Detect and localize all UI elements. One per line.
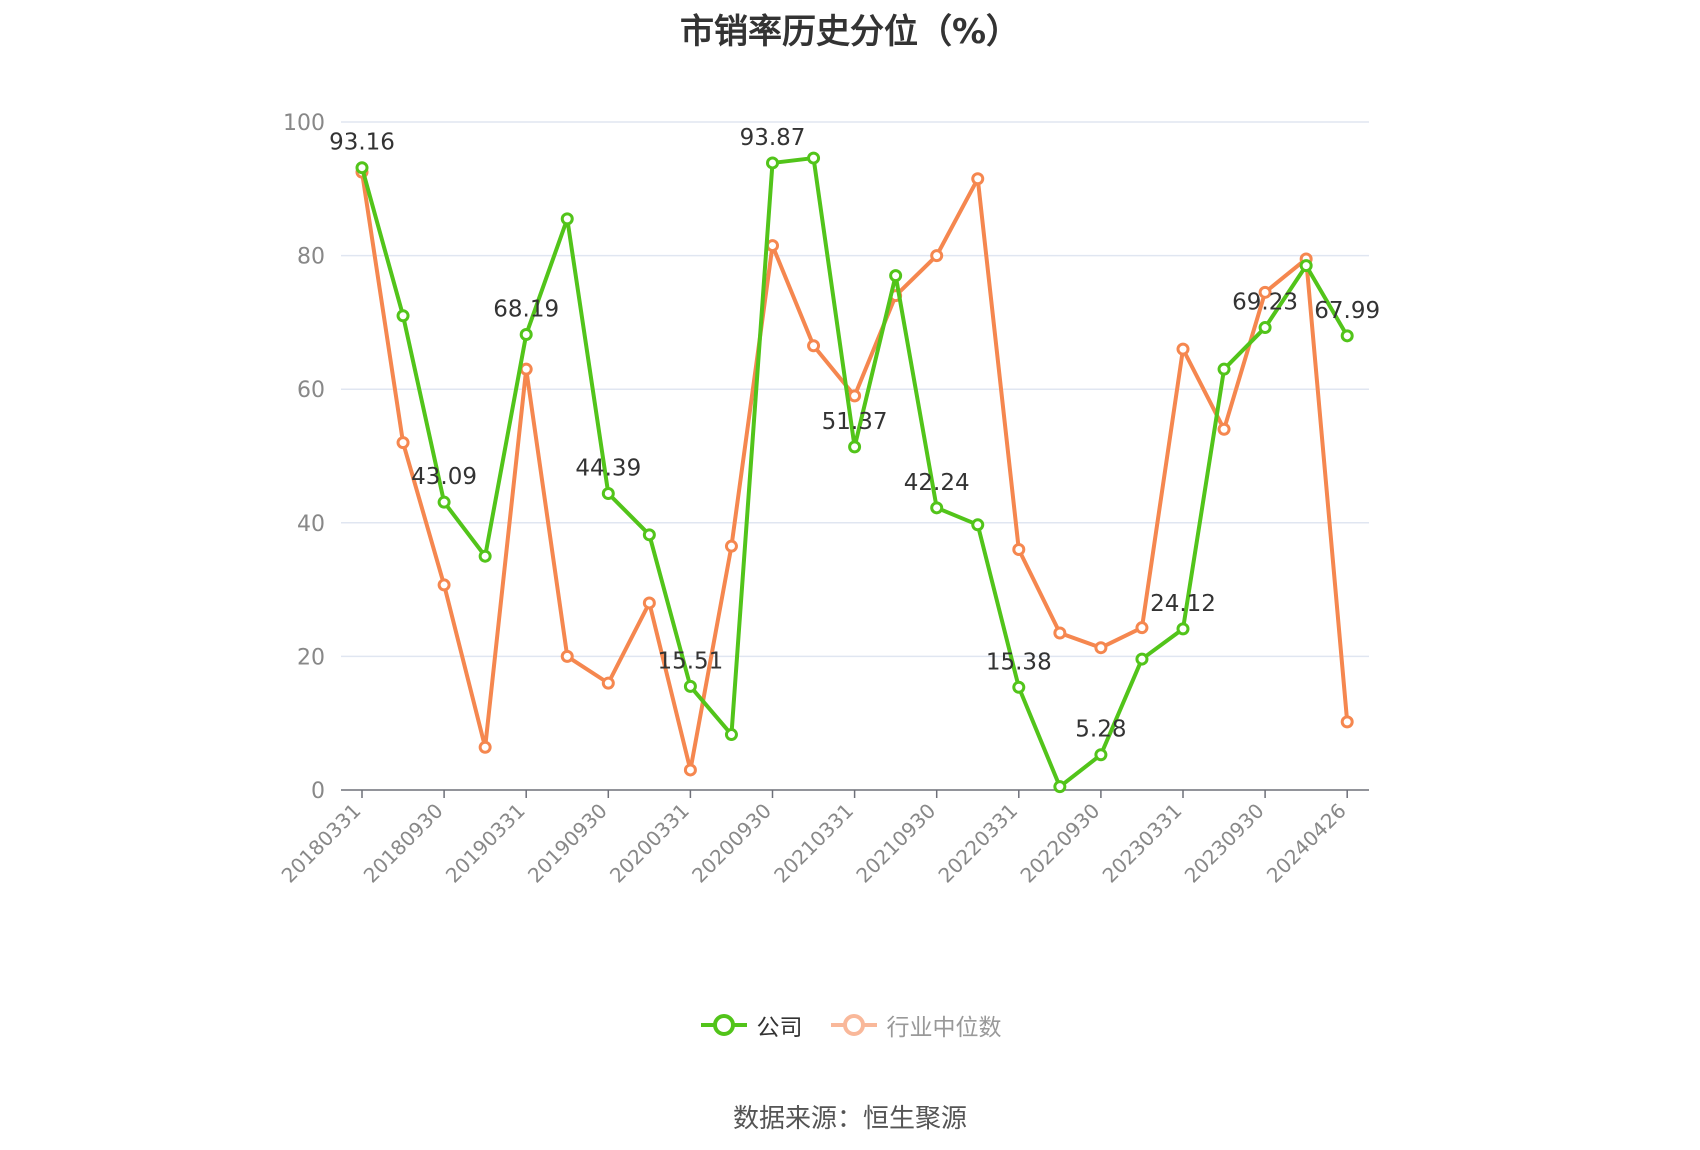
point-industry-median-20190930 bbox=[601, 676, 615, 690]
legend-label-company: 公司 bbox=[756, 1015, 803, 1041]
point-company-20181231 bbox=[478, 549, 492, 563]
point-company-20221231 bbox=[1135, 652, 1149, 666]
series-line-industry-median bbox=[360, 171, 1350, 772]
x-tick-label-20230930: 20230930 bbox=[1180, 799, 1269, 888]
legend-item-company[interactable]: 公司 bbox=[699, 1008, 803, 1042]
data-label-company-20220331: 15.38 bbox=[986, 649, 1052, 675]
point-industry-median-20190630 bbox=[560, 649, 574, 663]
data-label-company-20240426: 67.99 bbox=[1314, 298, 1380, 324]
point-industry-median-20200930 bbox=[766, 239, 779, 253]
series-lines bbox=[355, 151, 1354, 794]
y-tick-label-100: 100 bbox=[283, 111, 325, 136]
data-label-company-20210331: 51.37 bbox=[822, 409, 888, 435]
point-industry-median-20201231 bbox=[807, 339, 821, 353]
point-industry-median-20221231 bbox=[1135, 621, 1149, 635]
point-company-20180331 bbox=[355, 161, 369, 175]
data-labels: 93.16 43.09 68.19 44.39 15.51 93.87 51.37 42.24… bbox=[329, 125, 1380, 743]
data-label-company-20220930: 5.28 bbox=[1075, 717, 1126, 743]
point-industry-median-20200630 bbox=[724, 539, 738, 553]
data-label-company-20180930: 43.09 bbox=[411, 464, 477, 490]
point-company-20220630 bbox=[1053, 780, 1067, 794]
point-company-20210331 bbox=[848, 440, 862, 454]
point-company-20201231 bbox=[807, 151, 821, 165]
point-company-20200331 bbox=[683, 679, 697, 693]
y-tick-label-0: 0 bbox=[311, 779, 325, 804]
data-label-company-20230930: 69.23 bbox=[1232, 290, 1298, 316]
x-tick-label-20200930: 20200930 bbox=[687, 799, 776, 888]
y-tick-label-60: 60 bbox=[297, 378, 325, 403]
point-industry-median-20240426 bbox=[1340, 715, 1354, 729]
y-tick-label-20: 20 bbox=[297, 645, 325, 670]
x-tick-label-20180930: 20180930 bbox=[359, 799, 448, 888]
point-industry-median-20191231 bbox=[642, 596, 656, 610]
point-industry-median-20181231 bbox=[478, 740, 492, 754]
point-industry-median-20210930 bbox=[930, 249, 944, 263]
point-company-20230630 bbox=[1217, 362, 1231, 376]
data-label-company-20180331: 93.16 bbox=[329, 130, 395, 156]
point-company-20200630 bbox=[724, 728, 738, 742]
series-line-company bbox=[360, 156, 1349, 789]
point-industry-median-20190331 bbox=[519, 362, 533, 376]
point-company-20230331 bbox=[1176, 622, 1190, 636]
legend-item-industry-median[interactable]: 行业中位数 bbox=[829, 1008, 1002, 1042]
point-company-20180630 bbox=[396, 309, 410, 323]
point-industry-median-20210331 bbox=[848, 389, 862, 403]
legend: 公司 行业中位数 bbox=[0, 1008, 1700, 1042]
point-industry-median-20220930 bbox=[1094, 641, 1108, 655]
x-tick-label-20210930: 20210930 bbox=[851, 799, 940, 888]
point-industry-median-20200331 bbox=[683, 763, 697, 777]
legend-industry-median-icon bbox=[830, 1014, 877, 1036]
x-tick-label-20230331: 20230331 bbox=[1098, 799, 1187, 888]
point-company-20191231 bbox=[642, 528, 656, 542]
x-tick-label-20180331: 20180331 bbox=[277, 799, 366, 888]
data-source: 数据来源：恒生聚源 bbox=[732, 1104, 967, 1134]
point-industry-median-20211231 bbox=[971, 172, 985, 186]
point-industry-median-20230630 bbox=[1217, 422, 1231, 436]
point-company-20200930 bbox=[766, 156, 779, 170]
data-label-company-20230331: 24.12 bbox=[1150, 591, 1216, 617]
legend-label-industry-median: 行业中位数 bbox=[886, 1015, 1002, 1041]
point-company-20190930 bbox=[601, 486, 615, 500]
x-tick-label-20240426: 20240426 bbox=[1262, 799, 1351, 888]
data-label-company-20190930: 44.39 bbox=[575, 455, 641, 481]
point-company-20240426 bbox=[1340, 329, 1354, 343]
point-company-20231231 bbox=[1299, 259, 1313, 273]
grid-lines bbox=[341, 121, 1369, 658]
data-label-company-20200331: 15.51 bbox=[657, 648, 723, 674]
point-industry-median-20230331 bbox=[1176, 342, 1190, 356]
point-industry-median-20220331 bbox=[1012, 543, 1026, 557]
x-tick-label-20220930: 20220930 bbox=[1015, 799, 1104, 888]
point-company-20220930 bbox=[1094, 748, 1108, 762]
point-industry-median-20220630 bbox=[1053, 626, 1067, 640]
point-company-20180930 bbox=[437, 495, 451, 509]
x-tick-label-20190930: 20190930 bbox=[523, 799, 612, 888]
data-label-company-20210930: 42.24 bbox=[904, 470, 970, 496]
x-tick-label-20190331: 20190331 bbox=[441, 799, 530, 888]
point-industry-median-20230930 bbox=[1258, 285, 1272, 299]
x-tick-label-20210331: 20210331 bbox=[769, 799, 858, 888]
point-industry-median-20180930 bbox=[437, 578, 451, 592]
point-company-20210930 bbox=[930, 501, 944, 515]
point-company-20190630 bbox=[560, 212, 574, 226]
data-label-company-20200930: 93.87 bbox=[740, 125, 806, 151]
x-tick-label-20200331: 20200331 bbox=[605, 799, 694, 888]
point-company-20210630 bbox=[889, 269, 903, 283]
point-industry-median-20180630 bbox=[396, 436, 410, 450]
point-company-20211231 bbox=[971, 518, 985, 532]
point-company-20220331 bbox=[1012, 680, 1026, 694]
point-company-20190331 bbox=[519, 327, 533, 341]
legend-company-icon bbox=[700, 1014, 747, 1036]
chart-title: 市销率历史分位（%） bbox=[679, 12, 1021, 52]
x-tick-label-20220331: 20220331 bbox=[933, 799, 1022, 888]
point-company-20230930 bbox=[1258, 321, 1272, 335]
y-tick-label-40: 40 bbox=[297, 512, 325, 537]
y-tick-label-80: 80 bbox=[297, 245, 325, 270]
data-label-company-20190331: 68.19 bbox=[493, 296, 559, 322]
